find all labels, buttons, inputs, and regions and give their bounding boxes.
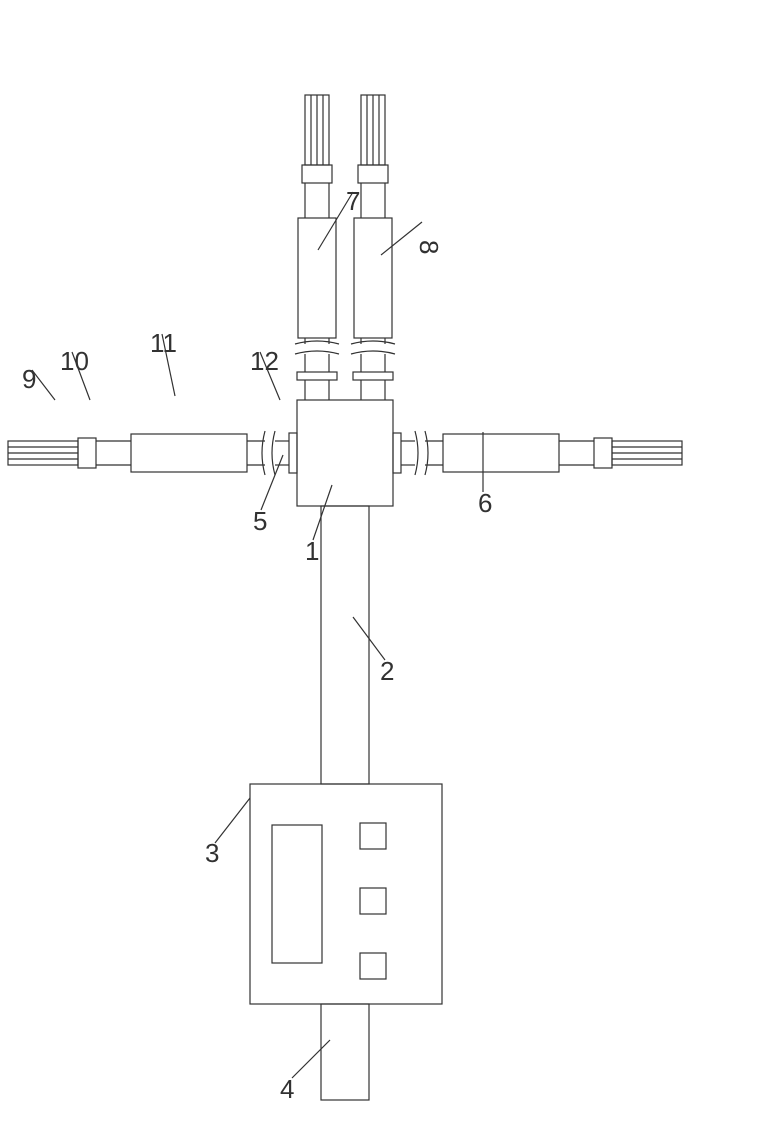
arm-top-left (295, 95, 339, 400)
label-2: 2 (380, 656, 394, 686)
trunk (321, 506, 369, 784)
label-1: 1 (305, 536, 319, 566)
label-7: 7 (346, 186, 360, 216)
control-button-1 (360, 823, 386, 849)
label-10: 10 (60, 346, 89, 376)
label-3: 3 (205, 838, 219, 868)
control-button-2 (360, 888, 386, 914)
control-button-3 (360, 953, 386, 979)
label-12: 12 (250, 346, 279, 376)
hub (297, 400, 393, 506)
control-box (250, 784, 442, 1004)
label-5: 5 (253, 506, 267, 536)
label-9: 9 (22, 364, 36, 394)
label-4: 4 (280, 1074, 294, 1104)
label-8: 8 (414, 240, 444, 254)
labels: 123456789101112 (22, 186, 492, 1104)
arm-right (393, 431, 682, 475)
label-6: 6 (478, 488, 492, 518)
bottom-stub (321, 1004, 369, 1100)
label-11: 11 (150, 328, 177, 358)
arm-top-right (351, 95, 395, 400)
diagram-canvas: 123456789101112 (0, 0, 758, 1131)
arm-left (8, 431, 297, 475)
